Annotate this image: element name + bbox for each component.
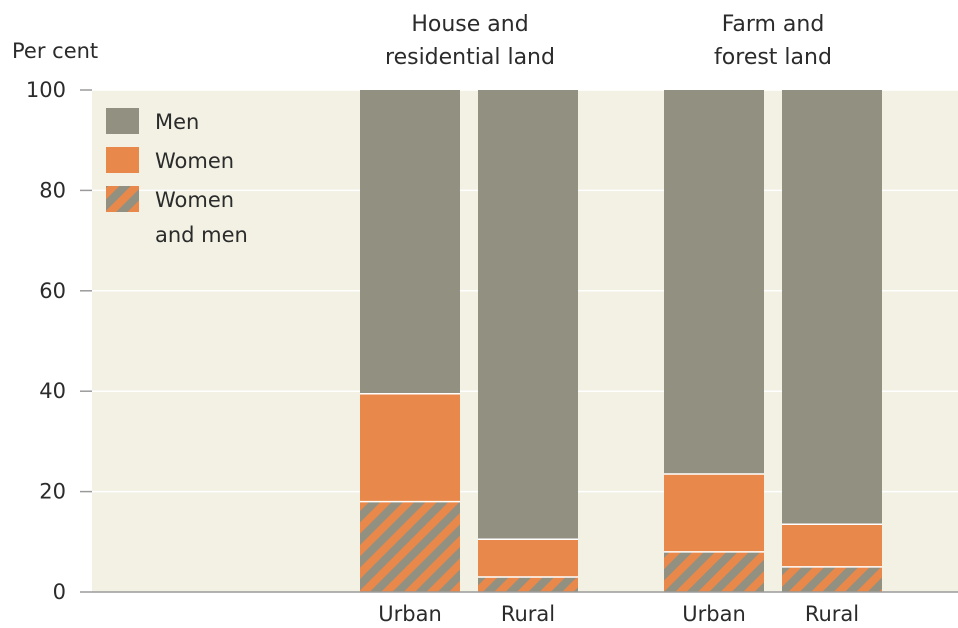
bar-segment-women <box>360 393 460 502</box>
x-category-label: Urban <box>682 602 746 626</box>
legend-label: Women <box>155 188 234 212</box>
x-category-label: Rural <box>501 602 555 626</box>
y-tick-label: 60 <box>39 279 66 303</box>
legend-swatch-men <box>106 108 139 134</box>
bar-segment-men <box>478 90 578 540</box>
bar-segment-men <box>664 90 764 475</box>
bar-segment-women-and-men <box>782 566 882 592</box>
bar-segment-women-and-men <box>478 576 578 592</box>
group-title: Farm and <box>722 12 825 37</box>
bar-segment-men <box>360 90 460 394</box>
group-title: House and <box>411 12 528 37</box>
legend-label: Men <box>155 110 199 134</box>
legend-swatch-women-and-men <box>106 186 139 212</box>
bar-segment-women <box>782 524 882 567</box>
y-tick-label: 80 <box>39 178 66 202</box>
bar-segment-men <box>782 90 882 525</box>
y-tick-label: 100 <box>26 78 66 102</box>
y-axis: 0 20 40 60 80 100 <box>26 78 92 604</box>
bar-segment-women <box>664 474 764 552</box>
x-category-label: Rural <box>805 602 859 626</box>
legend-swatch-women <box>106 147 139 173</box>
group-title: forest land <box>714 45 832 70</box>
bar-segment-women-and-men <box>664 551 764 592</box>
legend-label: Women <box>155 149 234 173</box>
group-title: residential land <box>385 45 555 70</box>
y-tick-label: 0 <box>53 580 66 604</box>
bar-segment-women <box>478 539 578 577</box>
y-tick-label: 20 <box>39 480 66 504</box>
x-category-label: Urban <box>378 602 442 626</box>
group-titles: House and residential land Farm and forest … <box>385 12 832 70</box>
legend-label: and men <box>155 223 248 247</box>
y-axis-label: Per cent <box>12 39 98 63</box>
legend: Men Women Women and men <box>106 108 248 247</box>
bar-segment-women-and-men <box>360 501 460 592</box>
category-labels: Urban Rural Urban Rural <box>378 602 859 626</box>
bars <box>360 90 882 592</box>
y-tick-label: 40 <box>39 379 66 403</box>
